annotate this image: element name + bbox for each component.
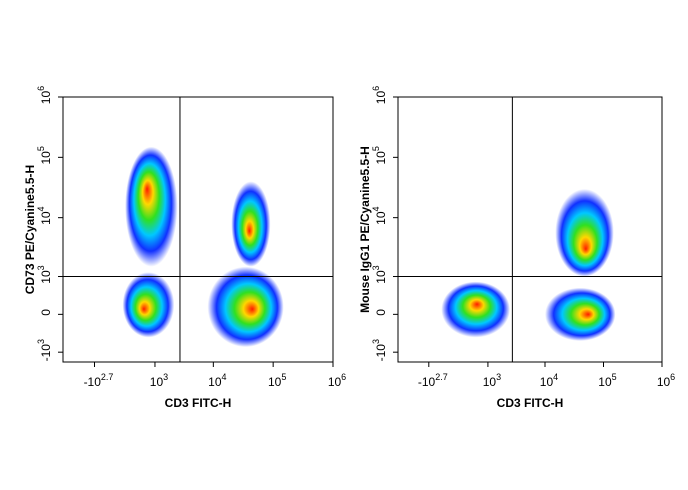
population — [231, 181, 271, 267]
x-tick-label: 104 — [540, 372, 558, 389]
tick-base: 10 — [39, 270, 53, 284]
tick-base: -10 — [39, 344, 53, 362]
y-tick-label: 104 — [36, 206, 53, 224]
tick-exponent: 4 — [371, 206, 381, 211]
y-tick-label: -103 — [371, 339, 388, 361]
tick-base: 10 — [268, 375, 282, 389]
y-axis-label: CD73 PE/Cyanine5.5-H — [23, 165, 37, 294]
x-tick-label: 106 — [657, 372, 675, 389]
tick-base: 10 — [540, 375, 554, 389]
population — [122, 272, 175, 338]
tick-exponent: 5 — [281, 372, 286, 382]
y-tick-label: 103 — [36, 265, 53, 283]
tick-base: 10 — [374, 91, 388, 105]
y-axis-label: Mouse IgG1 PE/Cyanine5.5-H — [358, 146, 372, 313]
y-tick-label: 104 — [371, 206, 388, 224]
tick-base: 10 — [374, 211, 388, 225]
tick-exponent: 6 — [36, 86, 46, 91]
tick-exponent: 6 — [341, 372, 346, 382]
tick-base: 10 — [598, 375, 612, 389]
y-tick-label: 106 — [371, 86, 388, 104]
tick-exponent: 4 — [36, 206, 46, 211]
x-tick-label: 103 — [483, 372, 501, 389]
tick-base: 10 — [483, 375, 497, 389]
tick-exponent: 2.7 — [101, 372, 114, 382]
y-tick-label: 105 — [371, 146, 388, 164]
tick-exponent: 3 — [371, 265, 381, 270]
tick-base: 10 — [374, 270, 388, 284]
tick-base: 10 — [39, 211, 53, 225]
population — [207, 266, 284, 348]
tick-exponent: 6 — [371, 86, 381, 91]
tick-exponent: 6 — [670, 372, 675, 382]
tick-base: 10 — [208, 375, 222, 389]
x-tick-label: -102.7 — [418, 372, 448, 389]
population — [125, 146, 178, 267]
x-tick-label: -102.7 — [84, 372, 114, 389]
x-tick-label: 106 — [328, 372, 346, 389]
tick-base: 10 — [39, 151, 53, 165]
y-tick-label: -103 — [36, 339, 53, 361]
tick-exponent: 3 — [371, 339, 381, 344]
y-tick-label: 105 — [36, 146, 53, 164]
y-tick-label: 103 — [371, 265, 388, 283]
tick-base: 10 — [657, 375, 671, 389]
y-tick-label: 0 — [39, 309, 53, 316]
tick-exponent: 4 — [553, 372, 558, 382]
tick-exponent: 5 — [371, 146, 381, 151]
tick-exponent: 3 — [36, 339, 46, 344]
y-tick-label: 0 — [374, 309, 388, 316]
tick-exponent: 5 — [36, 146, 46, 151]
y-tick-label: 106 — [36, 86, 53, 104]
tick-exponent: 2.7 — [435, 372, 448, 382]
x-tick-label: 104 — [208, 372, 226, 389]
x-tick-label: 105 — [268, 372, 286, 389]
tick-base: 10 — [328, 375, 342, 389]
x-tick-label: 105 — [598, 372, 616, 389]
tick-exponent: 4 — [222, 372, 227, 382]
tick-base: 10 — [374, 151, 388, 165]
tick-base: 10 — [150, 375, 164, 389]
x-tick-label: 103 — [150, 372, 168, 389]
population — [555, 188, 614, 277]
tick-base: -10 — [418, 375, 436, 389]
population — [544, 287, 616, 341]
tick-exponent: 3 — [496, 372, 501, 382]
tick-base: -10 — [374, 344, 388, 362]
plot-frame — [62, 96, 334, 363]
plot-frame — [397, 96, 663, 363]
tick-base: -10 — [84, 375, 102, 389]
tick-base: 10 — [39, 91, 53, 105]
x-axis-label: CD3 FITC-H — [165, 396, 232, 410]
tick-exponent: 5 — [612, 372, 617, 382]
x-axis-label: CD3 FITC-H — [497, 396, 564, 410]
tick-exponent: 3 — [163, 372, 168, 382]
population — [441, 281, 510, 338]
tick-exponent: 3 — [36, 265, 46, 270]
